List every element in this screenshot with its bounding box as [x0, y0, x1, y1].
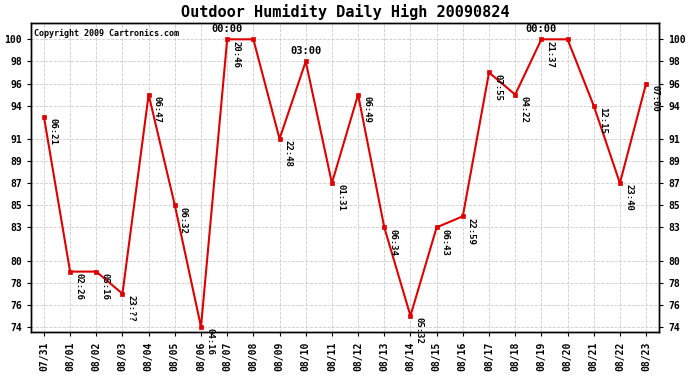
Text: 07:55: 07:55 — [493, 74, 502, 101]
Text: 21:37: 21:37 — [546, 41, 555, 68]
Text: 05:16: 05:16 — [101, 273, 110, 300]
Text: 04:16: 04:16 — [205, 328, 214, 355]
Text: 01:31: 01:31 — [336, 184, 345, 211]
Text: 05:32: 05:32 — [415, 317, 424, 344]
Title: Outdoor Humidity Daily High 20090824: Outdoor Humidity Daily High 20090824 — [181, 4, 509, 20]
Text: 00:00: 00:00 — [212, 24, 243, 34]
Text: 06:21: 06:21 — [48, 118, 57, 145]
Text: 03:00: 03:00 — [290, 46, 322, 56]
Text: 07:00: 07:00 — [650, 85, 659, 112]
Text: 02:26: 02:26 — [75, 273, 83, 300]
Text: Copyright 2009 Cartronics.com: Copyright 2009 Cartronics.com — [34, 29, 179, 38]
Text: 06:32: 06:32 — [179, 207, 188, 234]
Text: 04:22: 04:22 — [520, 96, 529, 123]
Text: 23:??: 23:?? — [127, 295, 136, 322]
Text: 12:15: 12:15 — [598, 107, 607, 134]
Text: 20:46: 20:46 — [231, 41, 240, 68]
Text: 22:59: 22:59 — [467, 217, 476, 244]
Text: 00:00: 00:00 — [526, 24, 557, 34]
Text: 06:43: 06:43 — [441, 229, 450, 256]
Text: 06:47: 06:47 — [152, 96, 161, 123]
Text: 06:49: 06:49 — [362, 96, 371, 123]
Text: 23:40: 23:40 — [624, 184, 633, 211]
Text: 06:34: 06:34 — [388, 229, 397, 256]
Text: 22:48: 22:48 — [284, 140, 293, 167]
